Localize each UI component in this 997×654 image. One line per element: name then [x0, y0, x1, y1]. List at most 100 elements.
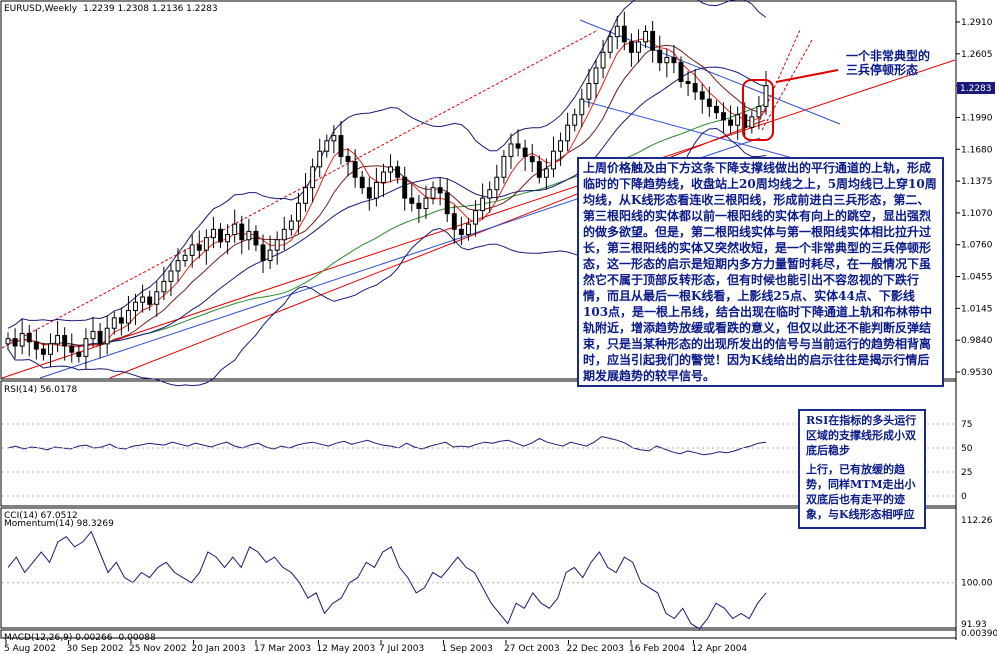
candle	[303, 173, 308, 212]
rsi-level-label: 25	[961, 468, 972, 478]
candle	[409, 183, 415, 212]
candle	[125, 295, 131, 332]
candle	[40, 342, 46, 361]
candle	[713, 100, 719, 119]
momentum-level-label: 112.26	[961, 516, 993, 526]
rsi-level-label: 0	[961, 492, 967, 502]
candle-body	[324, 140, 330, 152]
candle-body	[621, 25, 627, 43]
candle-body	[664, 56, 670, 64]
candle	[756, 96, 762, 130]
candle	[671, 44, 677, 74]
price-tick-label: 0.9840	[961, 336, 993, 346]
candle	[182, 249, 188, 267]
candle-body	[83, 338, 89, 357]
candle-body	[657, 49, 663, 64]
candle-body	[111, 317, 117, 329]
candle-body	[692, 83, 698, 93]
candle	[338, 121, 344, 165]
bollinger-upper	[7, 0, 767, 329]
candlestick-series	[5, 11, 769, 369]
candle	[140, 284, 146, 313]
callout-arrow	[775, 69, 839, 83]
candle-body	[763, 85, 769, 107]
candle	[416, 194, 422, 224]
candle-body	[558, 140, 564, 152]
candle	[296, 192, 301, 234]
candle-body	[288, 220, 294, 230]
time-tick-label: 1 Sep 2003	[442, 644, 493, 654]
candle	[246, 218, 252, 251]
candle-body	[97, 330, 103, 345]
candle	[83, 328, 89, 369]
candle-body	[140, 296, 146, 303]
candle-body	[529, 155, 535, 163]
candle	[614, 15, 620, 50]
candle-body	[395, 166, 401, 178]
candle-body	[423, 197, 429, 209]
candle	[239, 215, 245, 255]
candle	[274, 231, 280, 265]
candle-body	[225, 234, 231, 243]
candle	[288, 214, 294, 236]
candle-body	[267, 249, 273, 262]
candle	[189, 234, 195, 268]
candle-body	[749, 116, 755, 128]
candle	[147, 290, 153, 311]
candle	[487, 181, 493, 213]
candle-body	[543, 168, 549, 178]
candle	[48, 333, 53, 367]
candle	[437, 177, 443, 206]
candle	[373, 167, 379, 207]
candle	[359, 171, 365, 194]
candle-body	[62, 335, 68, 347]
candle	[607, 30, 613, 59]
candle-body	[210, 228, 216, 239]
candle-body	[303, 187, 308, 204]
candle	[97, 323, 103, 359]
callout-line-2: 三兵停顿形态	[846, 63, 919, 77]
candle	[423, 185, 429, 219]
ma20	[7, 66, 767, 346]
candle-body	[458, 228, 464, 236]
candle	[536, 155, 542, 184]
candle	[402, 166, 408, 211]
candle	[579, 88, 585, 128]
rsi-note: RSI在指标的多头运行区域的支撑线形成小双底后稳步 上行，已有放缓的趋势，同样M…	[798, 409, 926, 529]
ma5	[7, 38, 767, 348]
candle-body	[451, 213, 457, 230]
time-tick-label: 27 Oct 2003	[504, 644, 560, 654]
candle-body	[388, 166, 393, 173]
candle-body	[345, 155, 351, 163]
candle	[111, 311, 117, 335]
candle	[763, 71, 769, 115]
candle	[650, 21, 656, 63]
candle-body	[430, 187, 436, 199]
current-price-label: 1.2283	[960, 84, 992, 94]
analysis-note: 上周价格触及由下方这条下降支撑线做出的平行通道的上轨，形成临时的下降趋势线，收盘…	[577, 157, 944, 387]
pattern-callout: 一个非常典型的 三兵停顿形态	[846, 49, 930, 77]
candle	[175, 248, 181, 282]
candle-body	[40, 348, 46, 355]
candle-body	[473, 210, 478, 225]
candle-body	[168, 270, 174, 282]
candle-body	[317, 150, 323, 168]
candle	[430, 181, 436, 205]
candle	[317, 138, 323, 178]
candle	[260, 234, 266, 274]
time-tick-label: 22 Dec 2003	[567, 644, 625, 654]
candle	[451, 205, 457, 244]
candle	[572, 108, 578, 132]
candle-body	[232, 223, 238, 236]
candle-body	[494, 176, 500, 191]
candle-body	[19, 332, 25, 347]
candle	[721, 102, 726, 133]
candle-body	[721, 112, 726, 121]
candle	[253, 225, 259, 252]
candle-body	[154, 291, 160, 305]
candle	[76, 345, 82, 363]
candle	[26, 325, 32, 357]
candle-body	[572, 114, 578, 126]
candle-body	[246, 230, 252, 241]
candle	[494, 164, 500, 201]
